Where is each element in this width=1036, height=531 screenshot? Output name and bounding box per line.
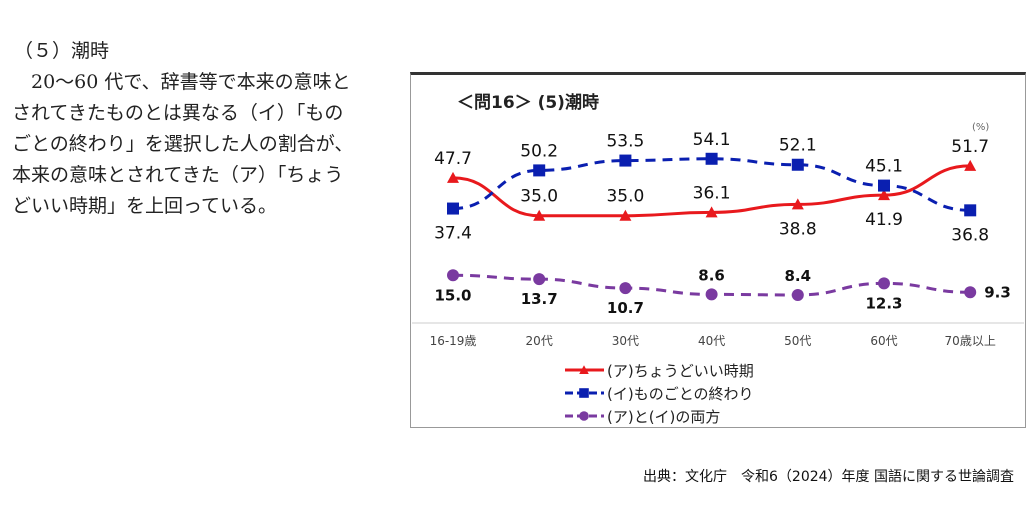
data-label: 45.1: [865, 157, 903, 177]
square-marker: [791, 158, 804, 171]
x-tick-label: 70歳以上: [945, 334, 996, 348]
section-heading: （５）潮時: [14, 40, 110, 62]
series-1: 37.4 50.2 53.5 54.1 52.1 45.1 36.8 (イ)ものごとの終わり: [434, 130, 989, 403]
triangle-marker: [579, 365, 589, 374]
data-label: 50.2: [520, 141, 558, 161]
x-tick-label: 50代: [784, 334, 811, 348]
body-line: ごとの終わり」を選択した人の割合が、: [12, 133, 354, 155]
series-0: 47.7 35.0 35.0 36.1 38.8 41.9 51.7 (ア)ちょうどいい時期: [434, 137, 989, 380]
data-label: 37.4: [434, 224, 472, 244]
body-line: 20～60 代で、辞書等で本来の意味と: [12, 71, 351, 93]
x-tick-label: 30代: [612, 334, 639, 348]
body-line: 本来の意味とされてきた（ア）「ちょう: [12, 164, 344, 186]
circle-marker: [878, 277, 890, 290]
body-text: 20～60 代で、辞書等で本来の意味と されてきたものとは異なる（イ）「もの ご…: [12, 67, 397, 222]
data-label: 47.7: [434, 149, 472, 169]
triangle-marker: [533, 209, 546, 221]
x-tick-label: 16-19歳: [430, 334, 477, 348]
body-line: どいい時期」を上回っている。: [12, 195, 278, 217]
data-label: 13.7: [521, 290, 558, 308]
data-label: 53.5: [606, 132, 644, 152]
source-citation: 出典：文化庁 令和6（2024）年度 国語に関する世論調査: [643, 469, 1014, 485]
circle-marker: [791, 288, 804, 301]
triangle-marker: [619, 209, 632, 221]
body-line: されてきたものとは異なる（イ）「もの: [12, 102, 344, 124]
square-marker: [964, 204, 977, 217]
legend-label: (ア)ちょうどいい時期: [607, 362, 754, 380]
square-marker: [579, 388, 589, 398]
data-label: 8.6: [698, 266, 725, 284]
data-label: 10.7: [607, 299, 644, 317]
data-label: 36.8: [951, 225, 989, 245]
data-label: 51.7: [951, 137, 989, 157]
circle-marker: [533, 273, 546, 286]
legend-label: (ア)と(イ)の両方: [607, 408, 720, 426]
circle-marker: [579, 411, 589, 421]
square-marker: [447, 202, 459, 215]
unit-label: (%): [972, 122, 989, 133]
circle-marker: [964, 286, 977, 299]
x-tick-label: 20代: [526, 334, 553, 348]
data-label: 15.0: [434, 286, 471, 304]
data-label: 36.1: [693, 183, 731, 203]
data-label: 41.9: [865, 210, 903, 230]
data-label: 35.0: [520, 187, 558, 207]
legend-label: (イ)ものごとの終わり: [607, 385, 754, 403]
chart-title: ＜問16＞ (5)潮時: [457, 92, 599, 113]
square-marker: [619, 154, 632, 167]
triangle-marker: [705, 206, 718, 218]
data-label: 52.1: [779, 136, 817, 156]
data-label: 8.4: [785, 267, 812, 285]
data-label: 54.1: [693, 130, 731, 150]
data-label: 9.3: [984, 283, 1011, 301]
square-marker: [533, 164, 546, 177]
circle-marker: [705, 288, 718, 301]
triangle-marker: [878, 189, 890, 201]
circle-marker: [447, 269, 459, 282]
data-label: 35.0: [606, 187, 644, 207]
series-2: 15.0 13.7 10.7 8.6 8.4 12.3 9.3 (ア)と(イ)の両方: [434, 266, 1010, 426]
circle-marker: [619, 282, 632, 295]
triangle-marker: [447, 171, 459, 183]
x-tick-label: 60代: [870, 334, 897, 348]
triangle-marker: [964, 159, 977, 171]
square-marker: [705, 152, 718, 165]
data-label: 38.8: [779, 219, 817, 239]
x-tick-label: 40代: [698, 334, 725, 348]
data-label: 12.3: [865, 294, 902, 312]
square-marker: [878, 179, 890, 192]
triangle-marker: [791, 198, 804, 210]
chart-frame: [410, 72, 1026, 428]
